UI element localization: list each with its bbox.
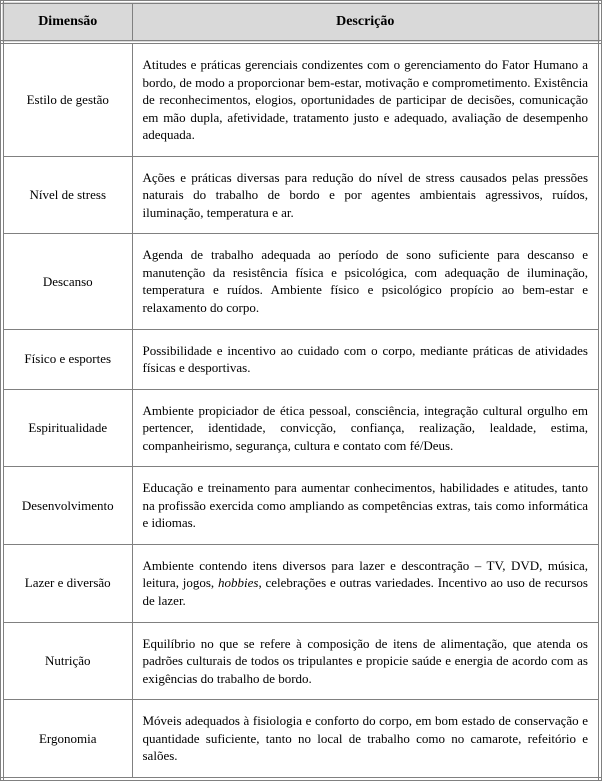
dim-cell: Descanso	[2, 234, 132, 329]
dim-cell: Ergonomia	[2, 700, 132, 779]
dim-cell: Espiritualidade	[2, 389, 132, 467]
dim-cell: Desenvolvimento	[2, 467, 132, 545]
desc-italic: hobbies	[218, 575, 258, 590]
desc-cell: Móveis adequados à fisiologia e conforto…	[132, 700, 600, 779]
table-row: Ergonomia Móveis adequados à fisiologia …	[2, 700, 600, 779]
dimensions-table-container: Dimensão Descrição Estilo de gestão Atit…	[0, 0, 602, 781]
dim-cell: Estilo de gestão	[2, 42, 132, 156]
table-row: Estilo de gestão Atitudes e práticas ger…	[2, 42, 600, 156]
desc-cell: Ambiente propiciador de ética pessoal, c…	[132, 389, 600, 467]
desc-cell: Agenda de trabalho adequada ao período d…	[132, 234, 600, 329]
table-row: Espiritualidade Ambiente propiciador de …	[2, 389, 600, 467]
desc-cell: Ações e práticas diversas para redução d…	[132, 156, 600, 234]
dim-cell: Físico e esportes	[2, 329, 132, 389]
dim-cell: Nível de stress	[2, 156, 132, 234]
table-row: Descanso Agenda de trabalho adequada ao …	[2, 234, 600, 329]
header-dimensao: Dimensão	[2, 2, 132, 42]
table-row: Nível de stress Ações e práticas diversa…	[2, 156, 600, 234]
table-row: Desenvolvimento Educação e treinamento p…	[2, 467, 600, 545]
table-row: Lazer e diversão Ambiente contendo itens…	[2, 544, 600, 622]
header-descricao: Descrição	[132, 2, 600, 42]
desc-cell: Equilíbrio no que se refere à composição…	[132, 622, 600, 700]
desc-cell: Possibilidade e incentivo ao cuidado com…	[132, 329, 600, 389]
table-header-row: Dimensão Descrição	[2, 2, 600, 42]
dim-cell: Nutrição	[2, 622, 132, 700]
table-row: Nutrição Equilíbrio no que se refere à c…	[2, 622, 600, 700]
desc-cell: Ambiente contendo itens diversos para la…	[132, 544, 600, 622]
desc-cell: Atitudes e práticas gerenciais condizent…	[132, 42, 600, 156]
dim-cell: Lazer e diversão	[2, 544, 132, 622]
desc-cell: Educação e treinamento para aumentar con…	[132, 467, 600, 545]
dimensions-table: Dimensão Descrição Estilo de gestão Atit…	[0, 0, 602, 781]
table-row: Físico e esportes Possibilidade e incent…	[2, 329, 600, 389]
